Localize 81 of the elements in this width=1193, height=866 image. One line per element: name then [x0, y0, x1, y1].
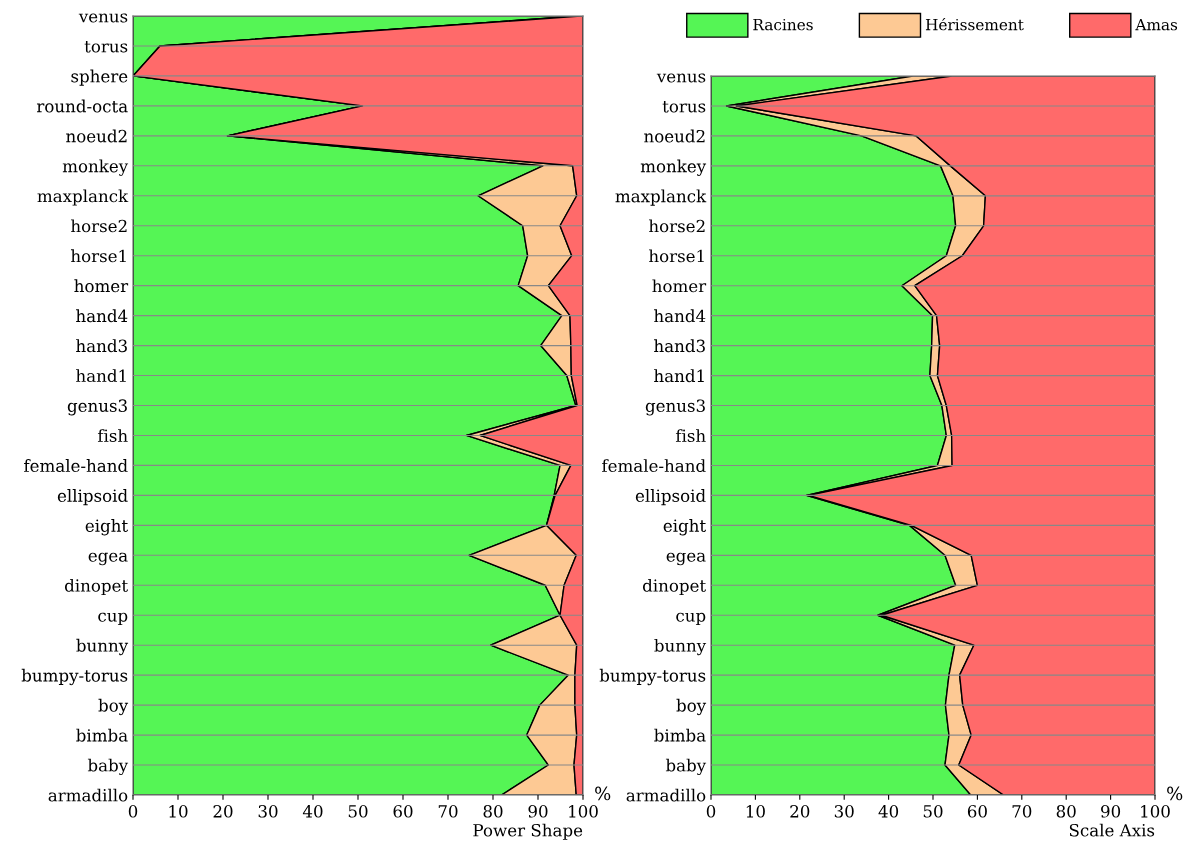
x-tick-label: 30 [834, 805, 854, 818]
x-tick-label: 60 [393, 805, 413, 818]
y-tick-label: bunny [76, 638, 129, 656]
x-tick-label: 0 [706, 805, 716, 818]
y-tick-label: venus [78, 13, 128, 23]
y-tick-label: hand4 [654, 309, 706, 323]
y-tick-label: female-hand [24, 459, 128, 472]
y-tick-label: bumpy-torus [21, 668, 128, 686]
y-tick-label: torus [662, 100, 706, 113]
x-tick-label: 40 [878, 805, 899, 818]
x-tick-label: 90 [528, 805, 548, 818]
y-tick-label: hand1 [76, 369, 126, 383]
x-tick-label: 50 [923, 805, 943, 818]
x-tick-label: 80 [483, 805, 503, 818]
x-tick-label: 30 [258, 805, 278, 818]
y-tick-label: baby [87, 758, 129, 776]
y-tick-label: dinopet [642, 578, 707, 596]
y-tick-label: hand4 [76, 309, 128, 323]
x-axis-title: Scale Axis [1069, 823, 1155, 837]
x-tick-label: 20 [213, 805, 233, 818]
y-tick-label: homer [74, 279, 129, 293]
legend-label: Amas [1135, 19, 1178, 31]
y-tick-label: hand3 [76, 339, 127, 353]
y-tick-label: ellipsoid [635, 489, 706, 506]
x-tick-label: 100 [569, 805, 598, 818]
y-tick-label: bunny [654, 638, 707, 656]
y-tick-label: horse1 [648, 249, 704, 263]
y-tick-label: boy [98, 698, 129, 716]
x-tick-label: 60 [967, 805, 987, 818]
y-tick-label: fish [97, 429, 128, 443]
y-tick-label: egea [88, 552, 128, 566]
y-tick-label: bumpy-torus [599, 668, 706, 686]
y-tick-label: armadillo [626, 788, 706, 802]
y-tick-label: female-hand [602, 459, 706, 473]
y-tick-label: monkey [640, 159, 707, 176]
y-tick-label: dinopet [64, 578, 129, 596]
x-tick-label: 40 [302, 805, 323, 818]
y-tick-label: hand1 [654, 369, 704, 383]
y-tick-label: horse1 [70, 249, 126, 263]
x-tick-label: 80 [1056, 805, 1076, 818]
y-tick-label: horse2 [648, 219, 705, 233]
y-tick-label: bimba [76, 728, 128, 742]
text: % [1167, 786, 1183, 801]
y-tick-label: round-octa [36, 99, 128, 113]
y-tick-label: noeud2 [644, 129, 705, 143]
y-tick-label: maxplanck [615, 189, 707, 206]
y-tick-label: cup [98, 612, 128, 626]
y-tick-label: noeud2 [66, 129, 127, 143]
x-tick-label: 10 [169, 805, 188, 818]
y-tick-label: ellipsoid [57, 489, 128, 506]
legend-label: Hérissement [925, 17, 1024, 31]
y-tick-label: horse2 [70, 219, 127, 233]
x-tick-label: 70 [1012, 805, 1032, 818]
y-tick-label: hand3 [654, 339, 705, 353]
y-tick-label: venus [656, 73, 706, 83]
y-tick-label: egea [666, 552, 706, 566]
y-tick-label: maxplanck [37, 189, 129, 206]
y-tick-label: eight [663, 519, 707, 536]
text: % [595, 786, 611, 801]
y-tick-label: monkey [62, 159, 129, 176]
y-tick-label: baby [665, 758, 707, 776]
x-tick-label: 10 [746, 805, 765, 818]
x-tick-label: 50 [348, 805, 368, 818]
x-tick-label: 20 [790, 805, 810, 818]
y-tick-label: fish [675, 429, 706, 443]
y-tick-label: eight [85, 519, 129, 536]
y-tick-label: bimba [654, 728, 706, 742]
y-tick-label: boy [676, 698, 707, 716]
y-tick-label: genus3 [645, 399, 705, 416]
x-axis-title: Power Shape [473, 823, 583, 840]
y-tick-label: homer [652, 279, 707, 293]
y-tick-label: torus [84, 40, 128, 53]
x-tick-label: 100 [1141, 805, 1170, 818]
y-tick-label: sphere [71, 69, 128, 86]
legend-label: Racines [753, 18, 813, 31]
y-tick-label: armadillo [48, 788, 128, 802]
x-tick-label: 70 [438, 805, 458, 818]
y-tick-label: genus3 [67, 399, 127, 416]
x-tick-label: 0 [128, 805, 138, 818]
x-tick-label: 90 [1101, 805, 1121, 818]
y-tick-label: cup [676, 612, 706, 626]
